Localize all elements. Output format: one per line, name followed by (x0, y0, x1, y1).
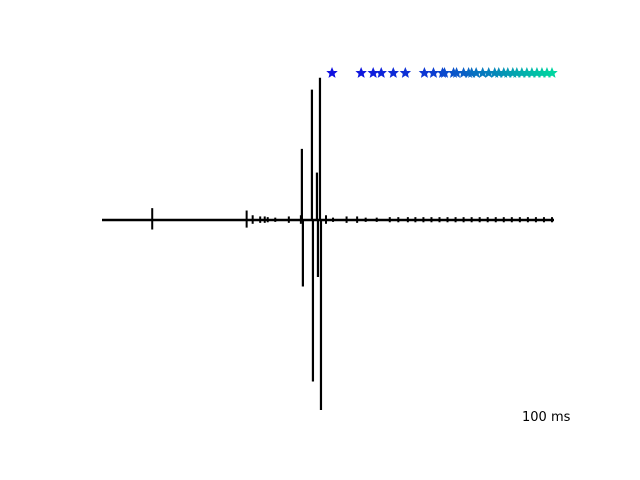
event-star-marker (418, 67, 431, 78)
event-star-marker (355, 67, 367, 78)
scale-bar-label: 100 ms (522, 410, 571, 425)
event-star-marker (375, 67, 387, 78)
event-star-marker (546, 66, 558, 78)
event-star-marker (399, 66, 412, 78)
event-star-marker (427, 67, 440, 78)
event-star-marker (367, 66, 379, 78)
event-markers (326, 66, 558, 78)
event-star-marker (387, 66, 399, 78)
event-star-marker (326, 66, 338, 78)
signal-trace (102, 77, 554, 410)
